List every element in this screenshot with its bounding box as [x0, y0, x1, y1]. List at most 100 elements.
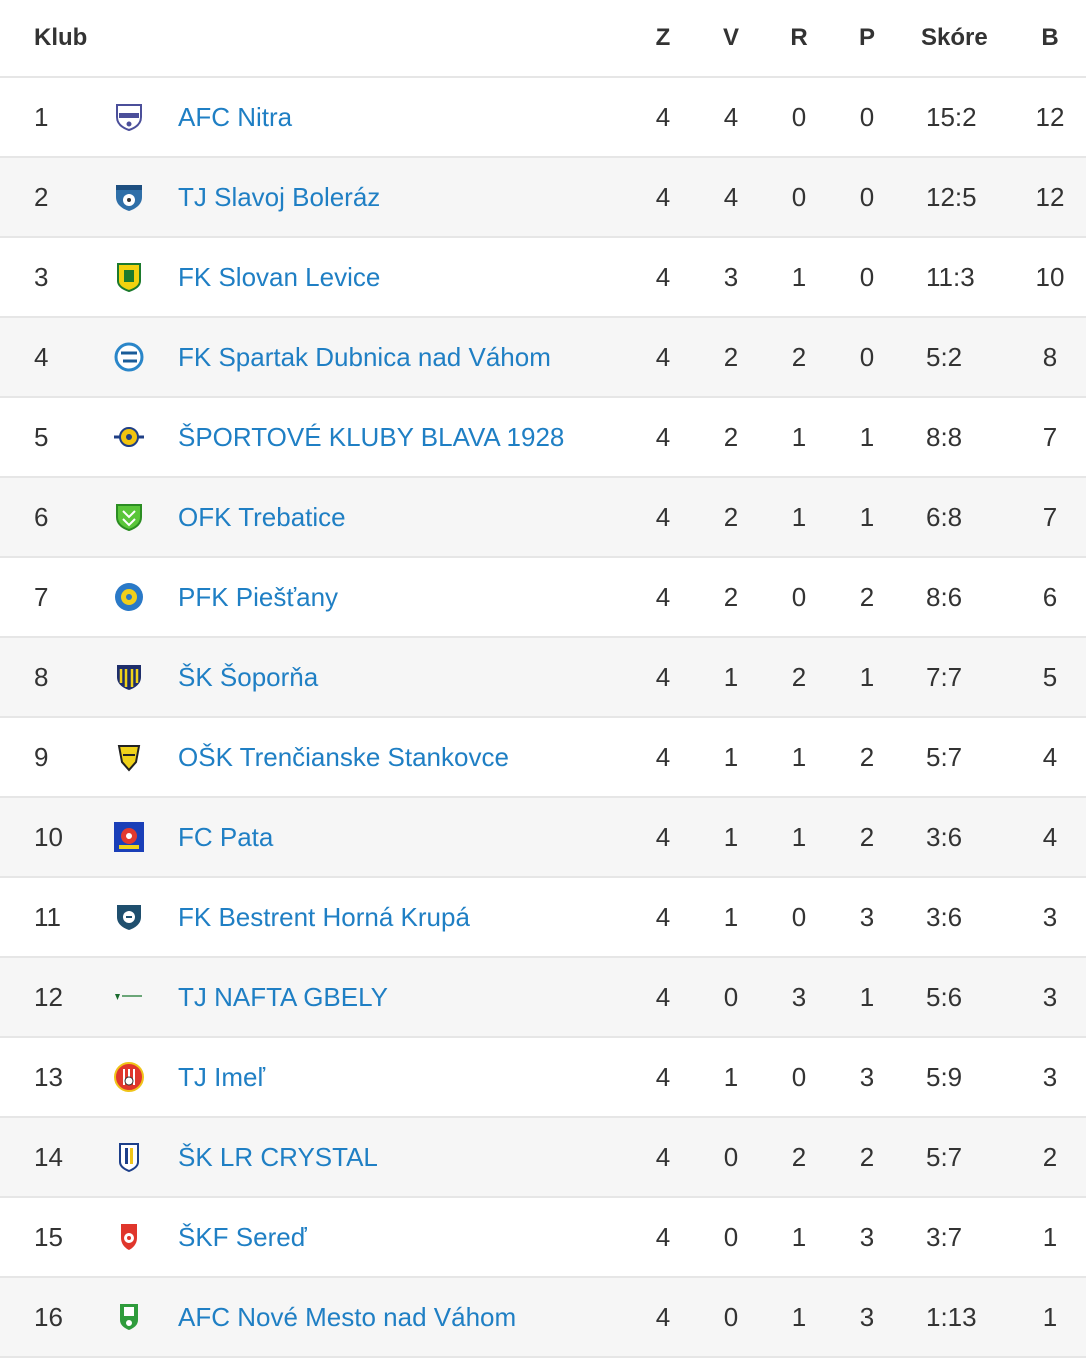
club-name-link[interactable]: TJ Imeľ	[178, 1061, 266, 1092]
rank-cell: 8	[34, 661, 49, 692]
losses-cell: 2	[859, 581, 875, 612]
draws-cell: 0	[791, 901, 807, 932]
points-cell: 10	[1035, 261, 1065, 292]
table-row: 12 TJ NAFTA GBELY 4 0 3 1 5:6 3	[0, 958, 1086, 1038]
table-row: 2 TJ Slavoj Boleráz 4 4 0 0 12:5 12	[0, 158, 1086, 238]
points-cell: 3	[1042, 1061, 1058, 1092]
table-row: 10 FC Pata 4 1 1 2 3:6 4	[0, 798, 1086, 878]
score-cell: 3:6	[926, 901, 963, 932]
losses-cell: 2	[859, 821, 875, 852]
score-cell: 5:6	[926, 981, 963, 1012]
played-cell: 4	[655, 181, 671, 212]
losses-cell: 3	[859, 1221, 875, 1252]
club-name-link[interactable]: TJ NAFTA GBELY	[178, 981, 388, 1012]
wins-cell: 0	[723, 981, 739, 1012]
table-row: 4 FK Spartak Dubnica nad Váhom 4 2 2 0 5:2 8	[0, 318, 1086, 398]
slavoj-boleraz-crest-icon	[112, 158, 146, 236]
wins-cell: 2	[723, 341, 739, 372]
wins-cell: 1	[723, 1061, 739, 1092]
rank-cell: 6	[34, 501, 49, 532]
score-cell: 15:2	[926, 101, 977, 132]
table-row: 8 ŠK Šoporňa 4 1 2 1 7:7 5	[0, 638, 1086, 718]
points-cell: 1	[1042, 1301, 1058, 1332]
rank-cell: 15	[34, 1221, 63, 1252]
losses-cell: 1	[859, 421, 875, 452]
draws-cell: 3	[791, 981, 807, 1012]
header-played: Z	[655, 24, 671, 51]
header-klub: Klub	[34, 24, 88, 51]
club-name-link[interactable]: AFC Nitra	[178, 101, 293, 132]
score-cell: 5:2	[926, 341, 963, 372]
losses-cell: 3	[859, 901, 875, 932]
table-row: 14 ŠK LR CRYSTAL 4 0 2 2 5:7 2	[0, 1118, 1086, 1198]
played-cell: 4	[655, 341, 671, 372]
club-name-link[interactable]: FK Bestrent Horná Krupá	[178, 901, 470, 932]
header-draws: R	[790, 24, 808, 51]
wins-cell: 3	[723, 261, 739, 292]
table-row: 13 TJ Imeľ 4 1 0 3 5:9 3	[0, 1038, 1086, 1118]
losses-cell: 3	[859, 1061, 875, 1092]
club-name-link[interactable]: FK Spartak Dubnica nad Váhom	[178, 341, 551, 372]
lr-crystal-crest-icon	[112, 1118, 146, 1196]
rank-cell: 14	[34, 1141, 63, 1172]
wins-cell: 1	[723, 661, 739, 692]
table-row: 6 OFK Trebatice 4 2 1 1 6:8 7	[0, 478, 1086, 558]
wins-cell: 1	[723, 741, 739, 772]
club-name-link[interactable]: ŠK LR CRYSTAL	[178, 1141, 378, 1172]
club-name-link[interactable]: OŠK Trenčianske Stankovce	[178, 741, 509, 772]
score-cell: 3:7	[926, 1221, 963, 1252]
played-cell: 4	[655, 101, 671, 132]
club-name-link[interactable]: TJ Slavoj Boleráz	[178, 181, 381, 212]
club-name-link[interactable]: FK Slovan Levice	[178, 261, 381, 292]
spartak-dubnica-crest-icon	[112, 318, 146, 396]
rank-cell: 1	[34, 101, 49, 132]
tj-imel-crest-icon	[112, 1038, 146, 1116]
score-cell: 5:7	[926, 741, 963, 772]
draws-cell: 1	[791, 821, 807, 852]
score-cell: 11:3	[926, 261, 975, 292]
draws-cell: 2	[791, 341, 807, 372]
rank-cell: 7	[34, 581, 49, 612]
wins-cell: 0	[723, 1141, 739, 1172]
wins-cell: 1	[723, 821, 739, 852]
rank-cell: 13	[34, 1061, 63, 1092]
slovan-levice-crest-icon	[112, 238, 146, 316]
points-cell: 1	[1042, 1221, 1058, 1252]
club-name-link[interactable]: ŠK Šoporňa	[178, 661, 319, 692]
wins-cell: 2	[723, 501, 739, 532]
rank-cell: 12	[34, 981, 63, 1012]
draws-cell: 1	[791, 1301, 807, 1332]
played-cell: 4	[655, 901, 671, 932]
club-name-link[interactable]: ŠPORTOVÉ KLUBY BLAVA 1928	[178, 421, 565, 452]
points-cell: 3	[1042, 981, 1058, 1012]
score-cell: 8:6	[926, 581, 963, 612]
played-cell: 4	[655, 1141, 671, 1172]
rank-cell: 5	[34, 421, 49, 452]
score-cell: 12:5	[926, 181, 977, 212]
table-row: 9 OŠK Trenčianske Stankovce 4 1 1 2 5:7 4	[0, 718, 1086, 798]
losses-cell: 0	[859, 261, 875, 292]
pfk-piestany-crest-icon	[112, 558, 146, 636]
club-name-link[interactable]: PFK Piešťany	[178, 581, 339, 612]
points-cell: 3	[1042, 901, 1058, 932]
club-name-link[interactable]: ŠKF Sereď	[178, 1221, 307, 1252]
club-name-link[interactable]: FC Pata	[178, 821, 274, 852]
club-name-link[interactable]: AFC Nové Mesto nad Váhom	[178, 1301, 517, 1332]
losses-cell: 0	[859, 101, 875, 132]
bestrent-horna-krupa-crest-icon	[112, 878, 146, 956]
table-body: 1 AFC Nitra 4 4 0 0 15:2 12 2 TJ Slavoj Boleráz 4 4…	[0, 78, 1086, 1358]
played-cell: 4	[655, 501, 671, 532]
wins-cell: 2	[723, 581, 739, 612]
table-row: 1 AFC Nitra 4 4 0 0 15:2 12	[0, 78, 1086, 158]
wins-cell: 1	[723, 901, 739, 932]
table-row: 15 ŠKF Sereď 4 0 1 3 3:7 1	[0, 1198, 1086, 1278]
club-name-link[interactable]: OFK Trebatice	[178, 501, 346, 532]
points-cell: 4	[1042, 821, 1058, 852]
losses-cell: 0	[859, 181, 875, 212]
points-cell: 7	[1042, 501, 1058, 532]
draws-cell: 0	[791, 1061, 807, 1092]
table-row: 5 ŠPORTOVÉ KLUBY BLAVA 1928 4 2 1 1 8:8 7	[0, 398, 1086, 478]
nafta-gbely-crest-icon	[112, 958, 146, 1036]
score-cell: 3:6	[926, 821, 963, 852]
